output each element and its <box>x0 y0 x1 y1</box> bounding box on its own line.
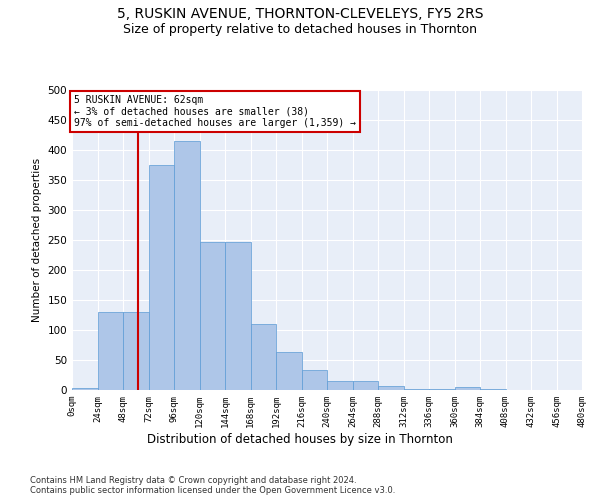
Bar <box>327 381 353 390</box>
Bar <box>429 389 455 390</box>
Bar <box>251 324 276 390</box>
Bar <box>455 387 480 390</box>
Bar <box>276 352 302 390</box>
Text: Size of property relative to detached houses in Thornton: Size of property relative to detached ho… <box>123 22 477 36</box>
Bar <box>72 388 97 390</box>
Bar <box>302 370 327 390</box>
Text: Distribution of detached houses by size in Thornton: Distribution of detached houses by size … <box>147 432 453 446</box>
Bar <box>378 386 404 390</box>
Bar <box>353 381 378 390</box>
Bar <box>97 312 123 390</box>
Bar <box>199 242 225 390</box>
Bar <box>149 165 174 390</box>
Text: Contains HM Land Registry data © Crown copyright and database right 2024.
Contai: Contains HM Land Registry data © Crown c… <box>30 476 395 495</box>
Y-axis label: Number of detached properties: Number of detached properties <box>32 158 42 322</box>
Text: 5, RUSKIN AVENUE, THORNTON-CLEVELEYS, FY5 2RS: 5, RUSKIN AVENUE, THORNTON-CLEVELEYS, FY… <box>117 8 483 22</box>
Text: 5 RUSKIN AVENUE: 62sqm
← 3% of detached houses are smaller (38)
97% of semi-deta: 5 RUSKIN AVENUE: 62sqm ← 3% of detached … <box>74 95 356 128</box>
Bar <box>123 312 149 390</box>
Bar <box>404 389 429 390</box>
Bar <box>174 141 199 390</box>
Bar <box>225 242 251 390</box>
